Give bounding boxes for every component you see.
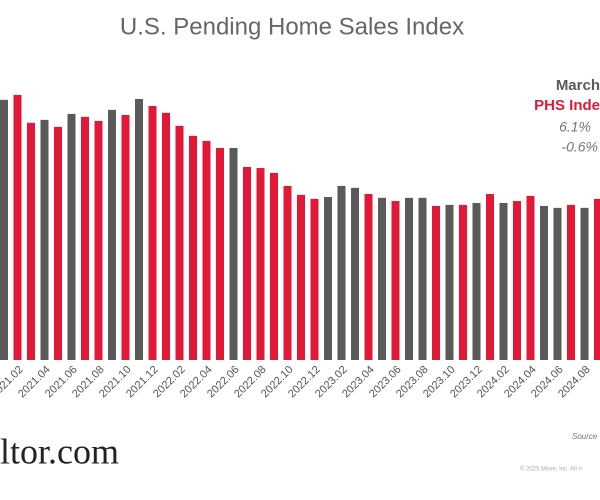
bar — [216, 147, 224, 360]
legend-heading: March — [556, 77, 600, 94]
bar — [337, 185, 346, 360]
bar — [351, 187, 359, 360]
bar — [324, 196, 332, 360]
bar — [418, 197, 427, 360]
bar — [121, 114, 130, 360]
bar — [594, 198, 600, 360]
bar — [297, 194, 305, 360]
bar — [256, 168, 265, 360]
bar — [391, 201, 400, 360]
copyright: © 2025 Move, Inc. All ri — [520, 466, 582, 473]
bar — [432, 205, 440, 360]
chart-title: U.S. Pending Home Sales Index — [120, 13, 464, 40]
bar — [94, 120, 103, 360]
bar — [27, 122, 35, 360]
bar — [405, 197, 413, 360]
bar — [175, 125, 184, 360]
bar — [283, 185, 292, 360]
bar — [486, 194, 494, 360]
bar — [553, 207, 562, 360]
bar — [567, 204, 575, 360]
bar — [513, 201, 521, 360]
bar — [189, 135, 197, 360]
bar — [540, 205, 548, 360]
bar — [202, 140, 211, 360]
bar — [378, 197, 386, 360]
bar — [0, 99, 8, 361]
note: -0.6% — [561, 139, 598, 155]
bar — [243, 166, 251, 360]
bar — [580, 207, 589, 360]
logo: ltor.com — [0, 431, 119, 471]
bar — [148, 106, 157, 361]
bar — [229, 147, 238, 360]
bar — [162, 112, 170, 360]
bar — [108, 109, 116, 361]
bar — [40, 119, 49, 360]
bar — [310, 198, 319, 360]
note: 6.1% — [559, 119, 591, 135]
bar — [445, 204, 454, 360]
bar — [459, 204, 467, 360]
bar — [13, 94, 22, 360]
bar — [67, 113, 76, 361]
bar — [472, 202, 481, 360]
source: Source — [572, 432, 598, 441]
bar — [81, 116, 89, 360]
bar — [270, 172, 278, 360]
bar — [54, 126, 62, 360]
bar — [526, 195, 535, 360]
bar — [499, 202, 508, 360]
legend-series: PHS Inde — [534, 97, 600, 114]
bar — [364, 194, 373, 360]
bar — [135, 98, 143, 360]
